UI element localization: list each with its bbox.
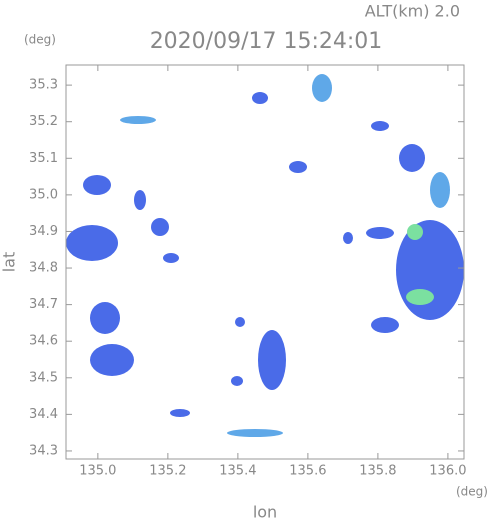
echo <box>120 116 156 124</box>
y-tick-label: 35.1 <box>29 151 58 166</box>
echo <box>134 190 146 210</box>
y-tick-label: 34.3 <box>29 443 58 458</box>
x-tick-label: 135.6 <box>289 464 326 479</box>
radar-echoes <box>66 74 464 437</box>
echo <box>235 317 245 327</box>
echo <box>406 289 434 305</box>
x-tick-label: 135.4 <box>219 464 256 479</box>
echo <box>258 330 286 390</box>
y-tick-label: 34.8 <box>29 261 58 276</box>
echo <box>66 225 118 261</box>
echo <box>289 161 307 173</box>
plot-frame <box>65 64 465 460</box>
y-tick-label: 34.5 <box>29 370 58 385</box>
echo <box>312 74 332 102</box>
y-tick-label: 35.0 <box>29 187 58 202</box>
echo <box>399 144 425 172</box>
echo <box>407 224 423 240</box>
echo <box>252 92 268 104</box>
x-tick-label: 135.2 <box>149 464 186 479</box>
echo <box>343 232 353 244</box>
echo <box>371 121 389 131</box>
echo <box>231 376 243 386</box>
echo <box>227 429 283 437</box>
y-tick-label: 35.3 <box>29 78 58 93</box>
echo <box>371 317 399 333</box>
echo <box>430 172 450 208</box>
x-unit: (deg) <box>456 485 488 499</box>
echo <box>90 302 120 334</box>
x-axis-label: lon <box>253 503 277 521</box>
x-tick-label: 135.0 <box>79 464 116 479</box>
x-tick-label: 135.8 <box>359 464 396 479</box>
echo <box>83 175 111 195</box>
y-tick-label: 34.7 <box>29 297 58 312</box>
y-unit: (deg) <box>24 33 56 47</box>
subtitle: ALT(km) 2.0 <box>365 2 460 21</box>
x-tick-label: 136.0 <box>429 464 466 479</box>
y-tick-label: 34.4 <box>29 407 58 422</box>
echo <box>151 218 169 236</box>
echo <box>90 344 134 376</box>
echo <box>396 220 464 320</box>
echo <box>163 253 179 263</box>
y-axis-label: lat <box>0 252 19 273</box>
y-tick-label: 34.6 <box>29 334 58 349</box>
y-tick-label: 34.9 <box>29 224 58 239</box>
chart-title: 2020/09/17 15:24:01 <box>150 29 383 54</box>
echo <box>170 409 190 417</box>
echo <box>366 227 394 239</box>
y-tick-label: 35.2 <box>29 114 58 129</box>
